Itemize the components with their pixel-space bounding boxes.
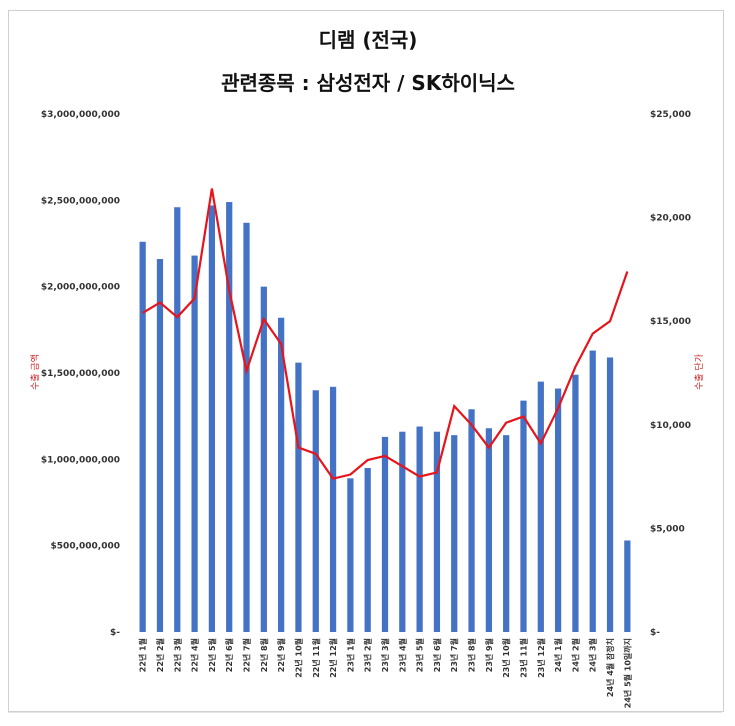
- bar: [451, 435, 458, 632]
- x-tick-label: 24년 5월 10일까지: [622, 638, 632, 708]
- bar: [606, 357, 614, 632]
- x-tick-label: 23년 11월: [518, 638, 528, 678]
- right-axis-title: 수출 단가: [694, 354, 705, 390]
- x-tick-label: 22년 3월: [172, 638, 182, 672]
- bar: [485, 428, 492, 632]
- x-tick-label: 24년 1월: [553, 638, 563, 672]
- bar: [191, 255, 198, 632]
- bar: [537, 381, 544, 632]
- x-tick-label: 24년 4월 잠정치: [605, 638, 615, 697]
- x-tick-label: 23년 6월: [432, 638, 442, 672]
- y-tick-label: $1,500,000,000: [41, 369, 120, 379]
- y-tick-label: $-: [110, 628, 120, 638]
- y-tick-label: $1,000,000,000: [41, 455, 120, 465]
- x-tick-label: 23년 12월: [536, 638, 546, 678]
- bar: [554, 388, 562, 632]
- bar: [278, 317, 285, 632]
- x-tick-label: 22년 6월: [224, 638, 234, 672]
- y-tick-label: $2,500,000,000: [41, 196, 120, 206]
- x-tick-label: 23년 8월: [467, 638, 477, 672]
- x-tick-label: 23년 5월: [415, 638, 425, 672]
- bar: [624, 540, 631, 632]
- bar: [503, 435, 510, 632]
- x-tick-label: 22년 12월: [328, 638, 338, 678]
- chart-subtitle: 관련종목 : 삼성전자 / SK하이닉스: [221, 71, 515, 95]
- y2-tick-label: $-: [650, 628, 660, 638]
- x-tick-label: 23년 10월: [501, 638, 511, 678]
- x-tick-label: 22년 1월: [138, 638, 148, 672]
- x-tick-label: 23년 7월: [449, 638, 459, 672]
- bar: [399, 431, 406, 632]
- bar: [364, 467, 371, 632]
- chart-title: 디램 (전국): [319, 28, 418, 52]
- x-tick-label: 22년 2월: [155, 638, 165, 672]
- x-tick-label: 22년 9월: [276, 638, 286, 672]
- y2-tick-label: $5,000: [650, 524, 685, 534]
- x-tick-label: 23년 9월: [484, 638, 494, 672]
- bar: [295, 362, 302, 632]
- unit-price-line: [142, 188, 629, 480]
- bar: [156, 259, 164, 632]
- bar: [433, 431, 441, 632]
- y-tick-label: $500,000,000: [51, 542, 120, 552]
- bar: [381, 436, 389, 632]
- bar: [226, 202, 233, 632]
- bar: [572, 374, 579, 632]
- x-tick-label: 24년 2월: [570, 638, 580, 672]
- x-tick-label: 22년 7월: [242, 638, 252, 672]
- y-tick-label: $2,000,000,000: [41, 283, 120, 293]
- x-tick-label: 22년 11월: [311, 638, 321, 678]
- divider: [8, 712, 722, 713]
- bar: [312, 390, 319, 632]
- x-tick-label: 23년 4월: [397, 638, 407, 672]
- x-tick-label: 23년 3월: [380, 638, 390, 672]
- bar: [347, 478, 354, 632]
- x-tick-label: 22년 8월: [259, 638, 269, 672]
- bar: [260, 286, 267, 632]
- y2-tick-label: $15,000: [650, 317, 691, 327]
- y2-tick-label: $10,000: [650, 421, 691, 431]
- x-tick-label: 23년 2월: [363, 638, 373, 672]
- bar: [520, 400, 527, 632]
- bar: [243, 222, 250, 632]
- bar: [329, 386, 337, 632]
- bar: [468, 409, 475, 632]
- x-tick-label: 22년 5월: [207, 638, 217, 672]
- left-axis-title: 수출 금액: [29, 354, 41, 390]
- y2-tick-label: $20,000: [650, 214, 691, 224]
- bar: [208, 205, 216, 632]
- x-tick-label: 24년 3월: [588, 638, 598, 672]
- y2-tick-label: $25,000: [650, 110, 691, 120]
- x-tick-label: 23년 1월: [345, 638, 355, 672]
- bar: [139, 241, 146, 633]
- bar: [416, 426, 423, 632]
- x-tick-label: 22년 10월: [293, 638, 303, 678]
- bar: [589, 350, 596, 632]
- bar: [174, 207, 181, 633]
- y-tick-label: $3,000,000,000: [41, 110, 120, 120]
- x-tick-label: 22년 4월: [190, 638, 200, 672]
